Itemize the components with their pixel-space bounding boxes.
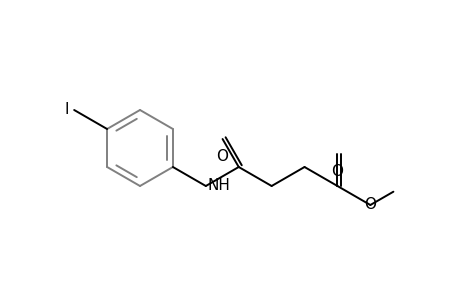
Text: NH: NH (207, 178, 230, 194)
Text: O: O (331, 164, 343, 179)
Text: I: I (65, 103, 69, 118)
Text: O: O (364, 197, 375, 212)
Text: O: O (216, 149, 228, 164)
